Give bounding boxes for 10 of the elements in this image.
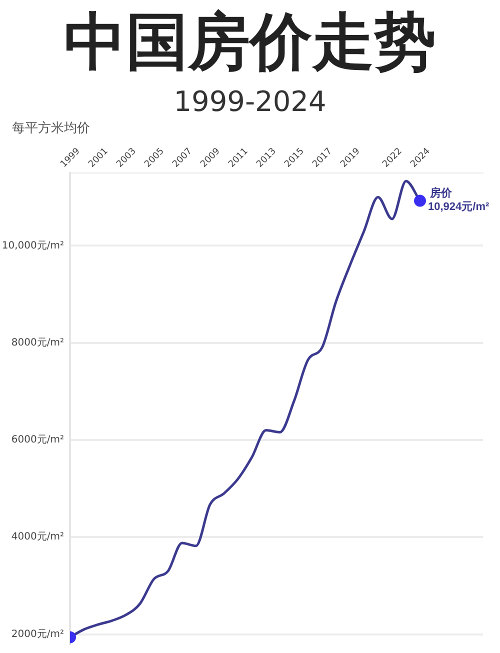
chart-subtitle: 1999-2024 xyxy=(172,84,328,120)
data-label: 10,924元/m² xyxy=(428,200,490,213)
y-axis-title: 每平方米均价 xyxy=(12,120,90,137)
y-tick-label: 4000元/m² xyxy=(11,532,64,543)
y-tick-label: 10,000元/m² xyxy=(2,240,64,252)
y-tick-label: 6000元/m² xyxy=(11,434,64,446)
chart-title: 中国房价走势 xyxy=(63,4,437,80)
y-tick-label: 2000元/m² xyxy=(11,628,64,640)
series-label: 房价 xyxy=(429,186,453,200)
y-tick-label: 8000元/m² xyxy=(11,337,64,348)
